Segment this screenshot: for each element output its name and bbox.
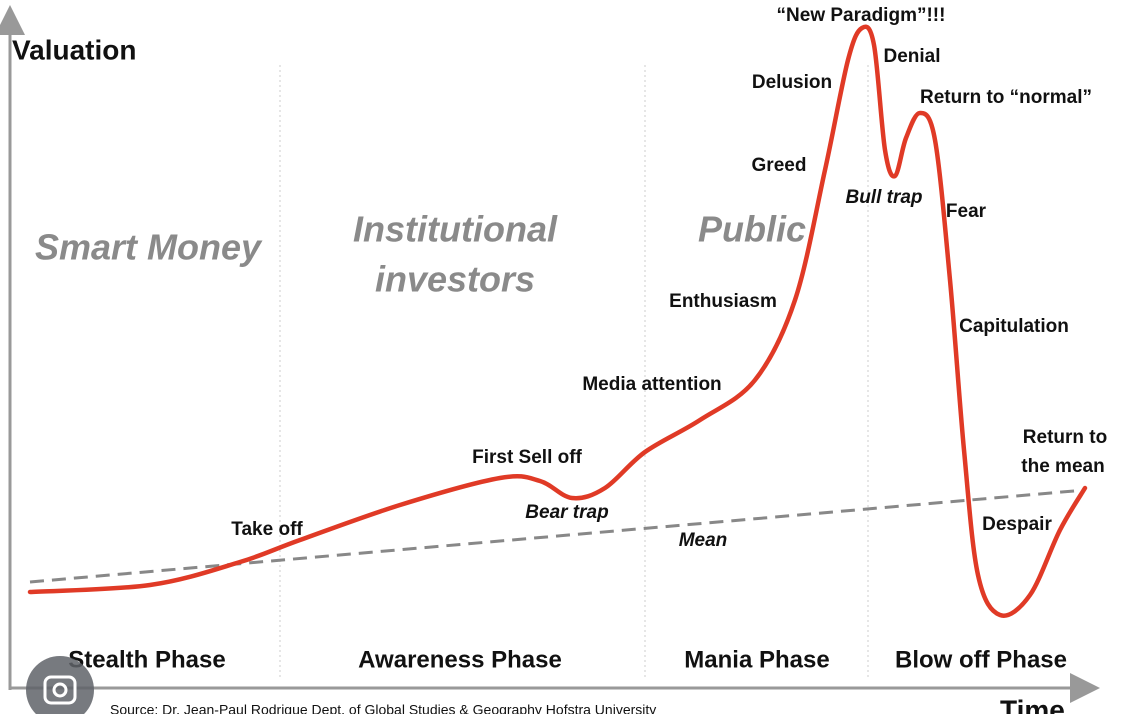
annotation: “New Paradigm”!!! [777,5,946,26]
annotation: Return to [1023,427,1107,448]
annotation: Fear [946,201,987,222]
source-note: Source: Dr. Jean-Paul Rodrigue Dept. of … [110,702,656,714]
group-label: investors [375,259,535,300]
annotation: Return to “normal” [920,87,1092,108]
annotation: Delusion [752,72,832,93]
annotation: Mean [679,530,728,551]
lens-icon[interactable] [26,656,94,714]
annotation: Denial [883,46,940,67]
group-label: Public [698,209,806,250]
annotation: First Sell off [472,447,582,468]
annotation: Bull trap [845,187,922,208]
phase-label: Mania Phase [684,646,829,673]
annotation: Media attention [582,374,721,395]
group-label: Institutional [353,209,558,250]
annotation: Bear trap [525,502,608,523]
phase-label: Blow off Phase [895,646,1067,673]
y-axis-label: Valuation [12,34,136,65]
annotation: Take off [231,519,303,540]
annotation: Enthusiasm [669,291,777,312]
annotation: Greed [752,155,807,176]
annotation: the mean [1021,456,1104,477]
annotation: Capitulation [959,316,1069,337]
phase-label: Stealth Phase [68,646,225,673]
x-axis-label: Time [1000,694,1065,714]
phase-label: Awareness Phase [358,646,562,673]
valuation-curve [27,24,1088,618]
annotation: Despair [982,514,1052,535]
mean-line [29,488,1086,584]
group-label: Smart Money [35,227,263,268]
